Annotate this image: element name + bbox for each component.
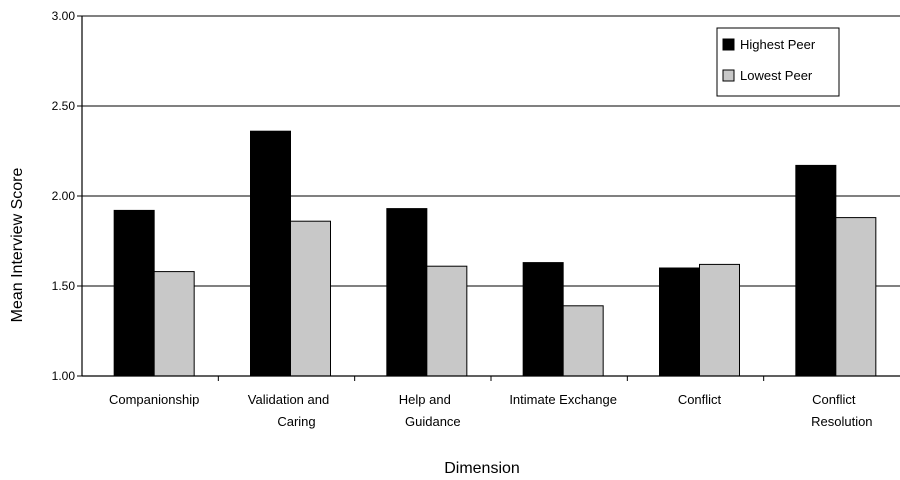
bar-highest-peer	[795, 164, 837, 377]
legend: Highest Peer Lowest Peer	[716, 27, 840, 97]
bar-highest-peer	[522, 262, 564, 377]
y-tick-label: 2.50	[52, 99, 76, 113]
gridlines	[77, 15, 900, 377]
x-category-label: Resolution	[811, 414, 872, 429]
legend-swatch-highest-peer	[722, 38, 735, 51]
x-category-label: Conflict	[678, 392, 722, 407]
x-category-label: Intimate Exchange	[509, 392, 617, 407]
bar-highest-peer	[250, 130, 291, 377]
bars	[113, 130, 877, 377]
bar-lowest-peer	[290, 220, 331, 377]
y-tick-label: 1.00	[52, 369, 76, 383]
x-category-label: Validation and	[248, 392, 329, 407]
x-category-label: Help and	[399, 392, 451, 407]
bar-lowest-peer	[426, 265, 468, 377]
legend-box	[716, 27, 840, 97]
bar-lowest-peer	[153, 271, 195, 377]
bar-highest-peer	[386, 208, 428, 377]
bar-lowest-peer	[699, 263, 740, 377]
legend-label-highest-peer: Highest Peer	[740, 37, 816, 52]
x-axis-title: Dimension	[444, 460, 520, 477]
bar-highest-peer	[113, 209, 155, 377]
y-tick-label: 3.00	[52, 9, 76, 23]
bar-lowest-peer	[835, 217, 877, 377]
x-category-label: Companionship	[109, 392, 199, 407]
x-category-label: Guidance	[405, 414, 461, 429]
x-category-labels: Companionship Validation and Caring Help an…	[109, 392, 873, 429]
y-tick-label: 1.50	[52, 279, 76, 293]
legend-label-lowest-peer: Lowest Peer	[740, 68, 813, 83]
axes	[81, 16, 900, 381]
y-tick-label: 2.00	[52, 189, 76, 203]
bar-lowest-peer	[562, 305, 604, 377]
x-category-label: Caring	[277, 414, 315, 429]
y-tick-labels: 1.00 1.50 2.00 2.50 3.00	[52, 9, 76, 383]
y-axis-title: Mean Interview Score	[9, 168, 26, 323]
x-category-label: Conflict	[812, 392, 856, 407]
legend-swatch-lowest-peer	[722, 69, 735, 82]
bar-highest-peer	[659, 267, 700, 377]
